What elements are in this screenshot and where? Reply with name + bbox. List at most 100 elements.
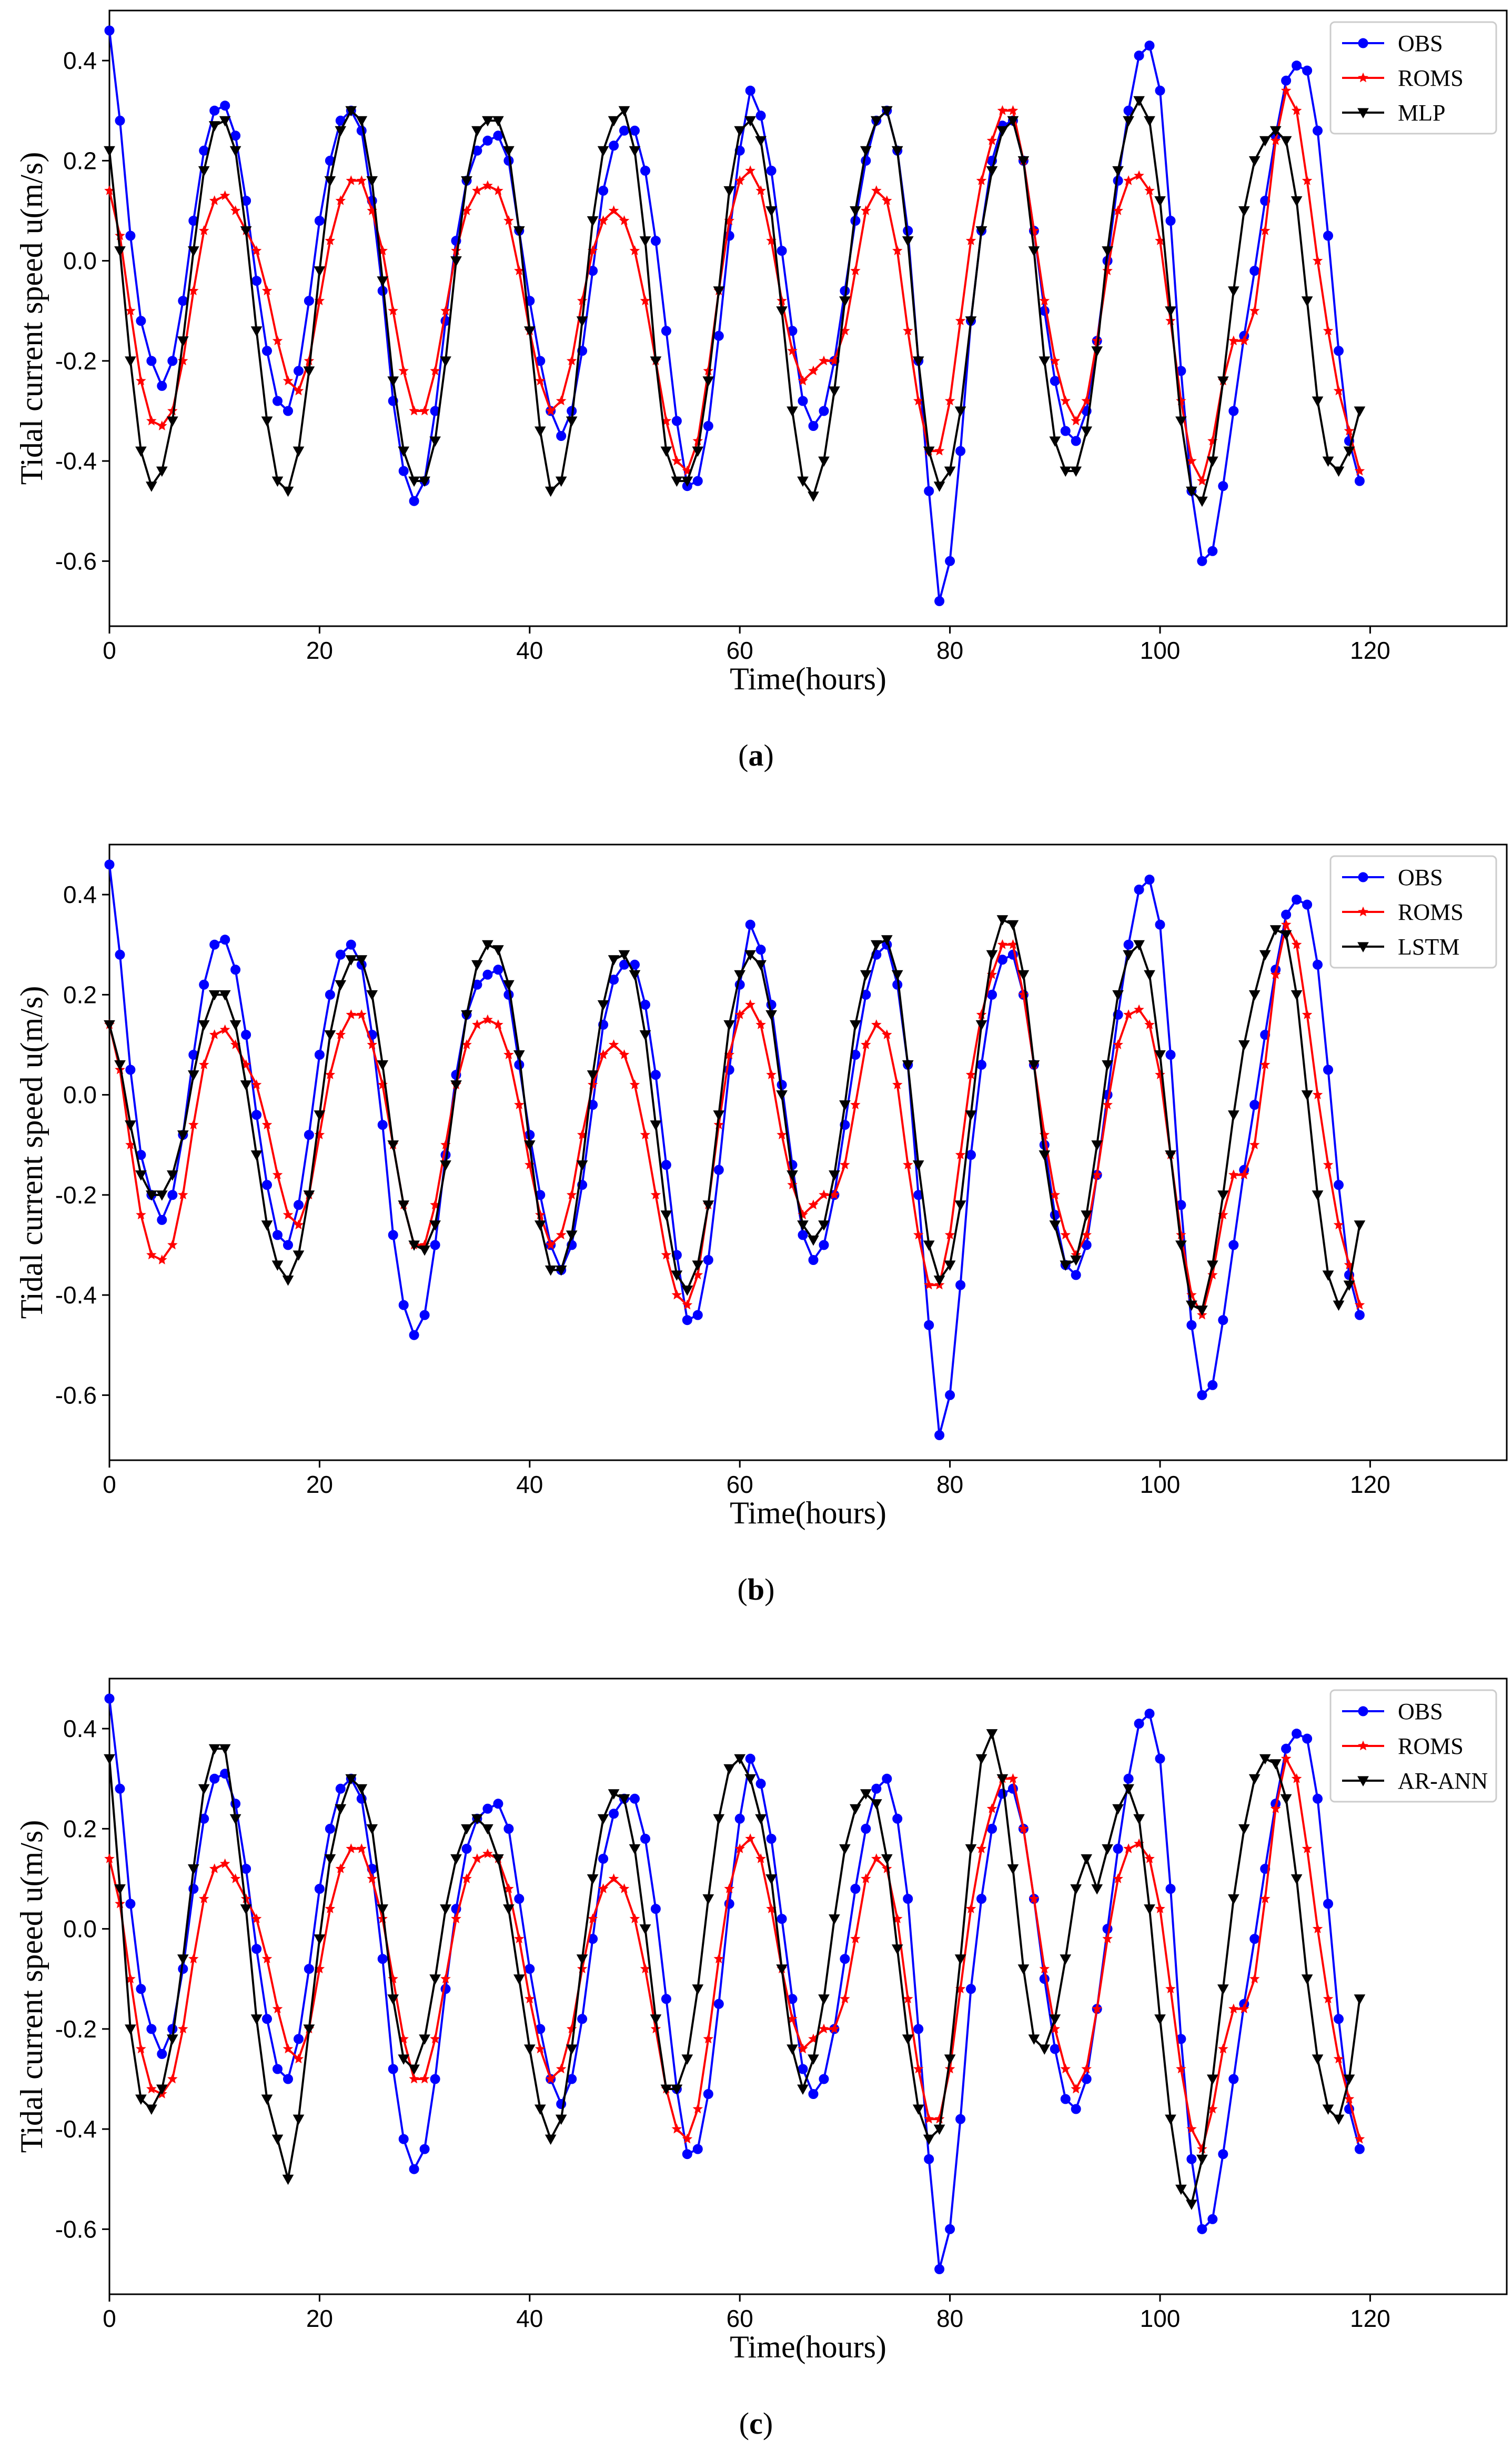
data-point [1123, 1773, 1134, 1784]
data-point [650, 1189, 661, 1200]
data-point [692, 2103, 703, 2114]
data-point [1144, 185, 1155, 195]
data-point [671, 476, 683, 487]
data-point [440, 1904, 451, 1915]
data-point [262, 2014, 272, 2024]
data-point [125, 2024, 136, 2035]
data-point [934, 445, 945, 456]
x-axis-label: Time(hours) [730, 2329, 886, 2364]
data-point [629, 1913, 640, 1923]
data-point [250, 2014, 263, 2025]
data-point [850, 206, 861, 217]
data-point [335, 1783, 346, 1794]
y-tick-label: -0.2 [55, 347, 97, 375]
data-point [241, 1030, 251, 1040]
data-point [1227, 286, 1239, 297]
data-point [861, 1823, 871, 1834]
data-point [556, 395, 567, 406]
data-point [598, 1853, 609, 1864]
data-point [482, 1803, 493, 1814]
data-point [514, 1933, 525, 1943]
data-point [367, 1873, 378, 1883]
data-point [839, 296, 851, 307]
data-point [1281, 909, 1292, 920]
data-point [1323, 1993, 1334, 2004]
data-point [167, 2073, 178, 2084]
legend-label: OBS [1398, 865, 1443, 890]
x-tick-label: 120 [1350, 637, 1390, 664]
data-point [787, 2044, 798, 2055]
data-point [618, 1794, 630, 1805]
data-point [208, 121, 220, 132]
data-point [1070, 1884, 1082, 1895]
data-point [713, 330, 724, 341]
caption-letter: a [749, 738, 764, 772]
data-point [209, 1863, 220, 1873]
data-point [608, 1789, 620, 1800]
data-point [166, 416, 178, 427]
data-point [177, 1130, 189, 1141]
data-point [450, 1854, 462, 1865]
data-point [283, 2074, 293, 2084]
data-point [461, 1873, 472, 1883]
series-line [108, 98, 1361, 503]
legend-label: AR-ANN [1398, 1768, 1488, 1794]
data-point [734, 1754, 746, 1765]
data-point [503, 1904, 515, 1915]
data-point [429, 1974, 441, 1985]
data-point [471, 960, 483, 971]
data-point [1354, 465, 1365, 476]
data-point [324, 1854, 336, 1865]
legend-entry-roms: ROMS [1342, 1733, 1464, 1759]
data-point [629, 1079, 640, 1089]
data-point [146, 1190, 157, 1201]
data-point [273, 2064, 283, 2074]
data-point [965, 235, 976, 245]
x-tick-label: 100 [1140, 2305, 1181, 2332]
data-point [1060, 2094, 1071, 2104]
data-point [661, 1994, 671, 2004]
data-point [713, 1814, 725, 1825]
data-point [136, 2043, 146, 2054]
data-point [808, 491, 819, 502]
data-point [429, 1220, 441, 1231]
data-point [1049, 436, 1061, 447]
data-point [681, 476, 693, 487]
data-point [293, 2053, 304, 2064]
data-point [629, 245, 640, 255]
data-point [1259, 1893, 1271, 1903]
data-point [408, 476, 420, 487]
data-point [870, 1799, 882, 1810]
data-point [387, 376, 399, 387]
data-point [187, 246, 199, 257]
data-point [482, 135, 493, 146]
tick-group: 0 20 40 60 80 100 120 -0.6 -0.4 -0.2 0.0 0.2 0.4 [55, 47, 1390, 664]
data-point [1302, 65, 1313, 76]
data-point [798, 375, 808, 386]
data-point [818, 456, 830, 467]
data-point [608, 955, 620, 966]
data-point [493, 965, 503, 975]
data-point [450, 256, 462, 267]
data-point [934, 2113, 945, 2124]
data-point [1186, 2200, 1197, 2210]
data-point [104, 1020, 115, 1031]
data-point [1249, 305, 1260, 316]
data-point [1028, 1060, 1040, 1071]
data-point [271, 1260, 284, 1271]
data-point [1007, 116, 1019, 127]
series-line [108, 1730, 1361, 2207]
data-point [723, 186, 735, 197]
data-point [902, 236, 914, 247]
data-point [954, 1200, 966, 1211]
data-point [1280, 136, 1292, 147]
data-point [1071, 1270, 1081, 1280]
data-point [1028, 2034, 1040, 2045]
data-point [377, 1913, 388, 1923]
data-point [671, 1289, 682, 1300]
data-point [240, 226, 252, 237]
data-point [1028, 246, 1040, 257]
data-point [461, 1843, 472, 1854]
data-point [871, 1019, 882, 1029]
data-point [513, 1050, 525, 1061]
